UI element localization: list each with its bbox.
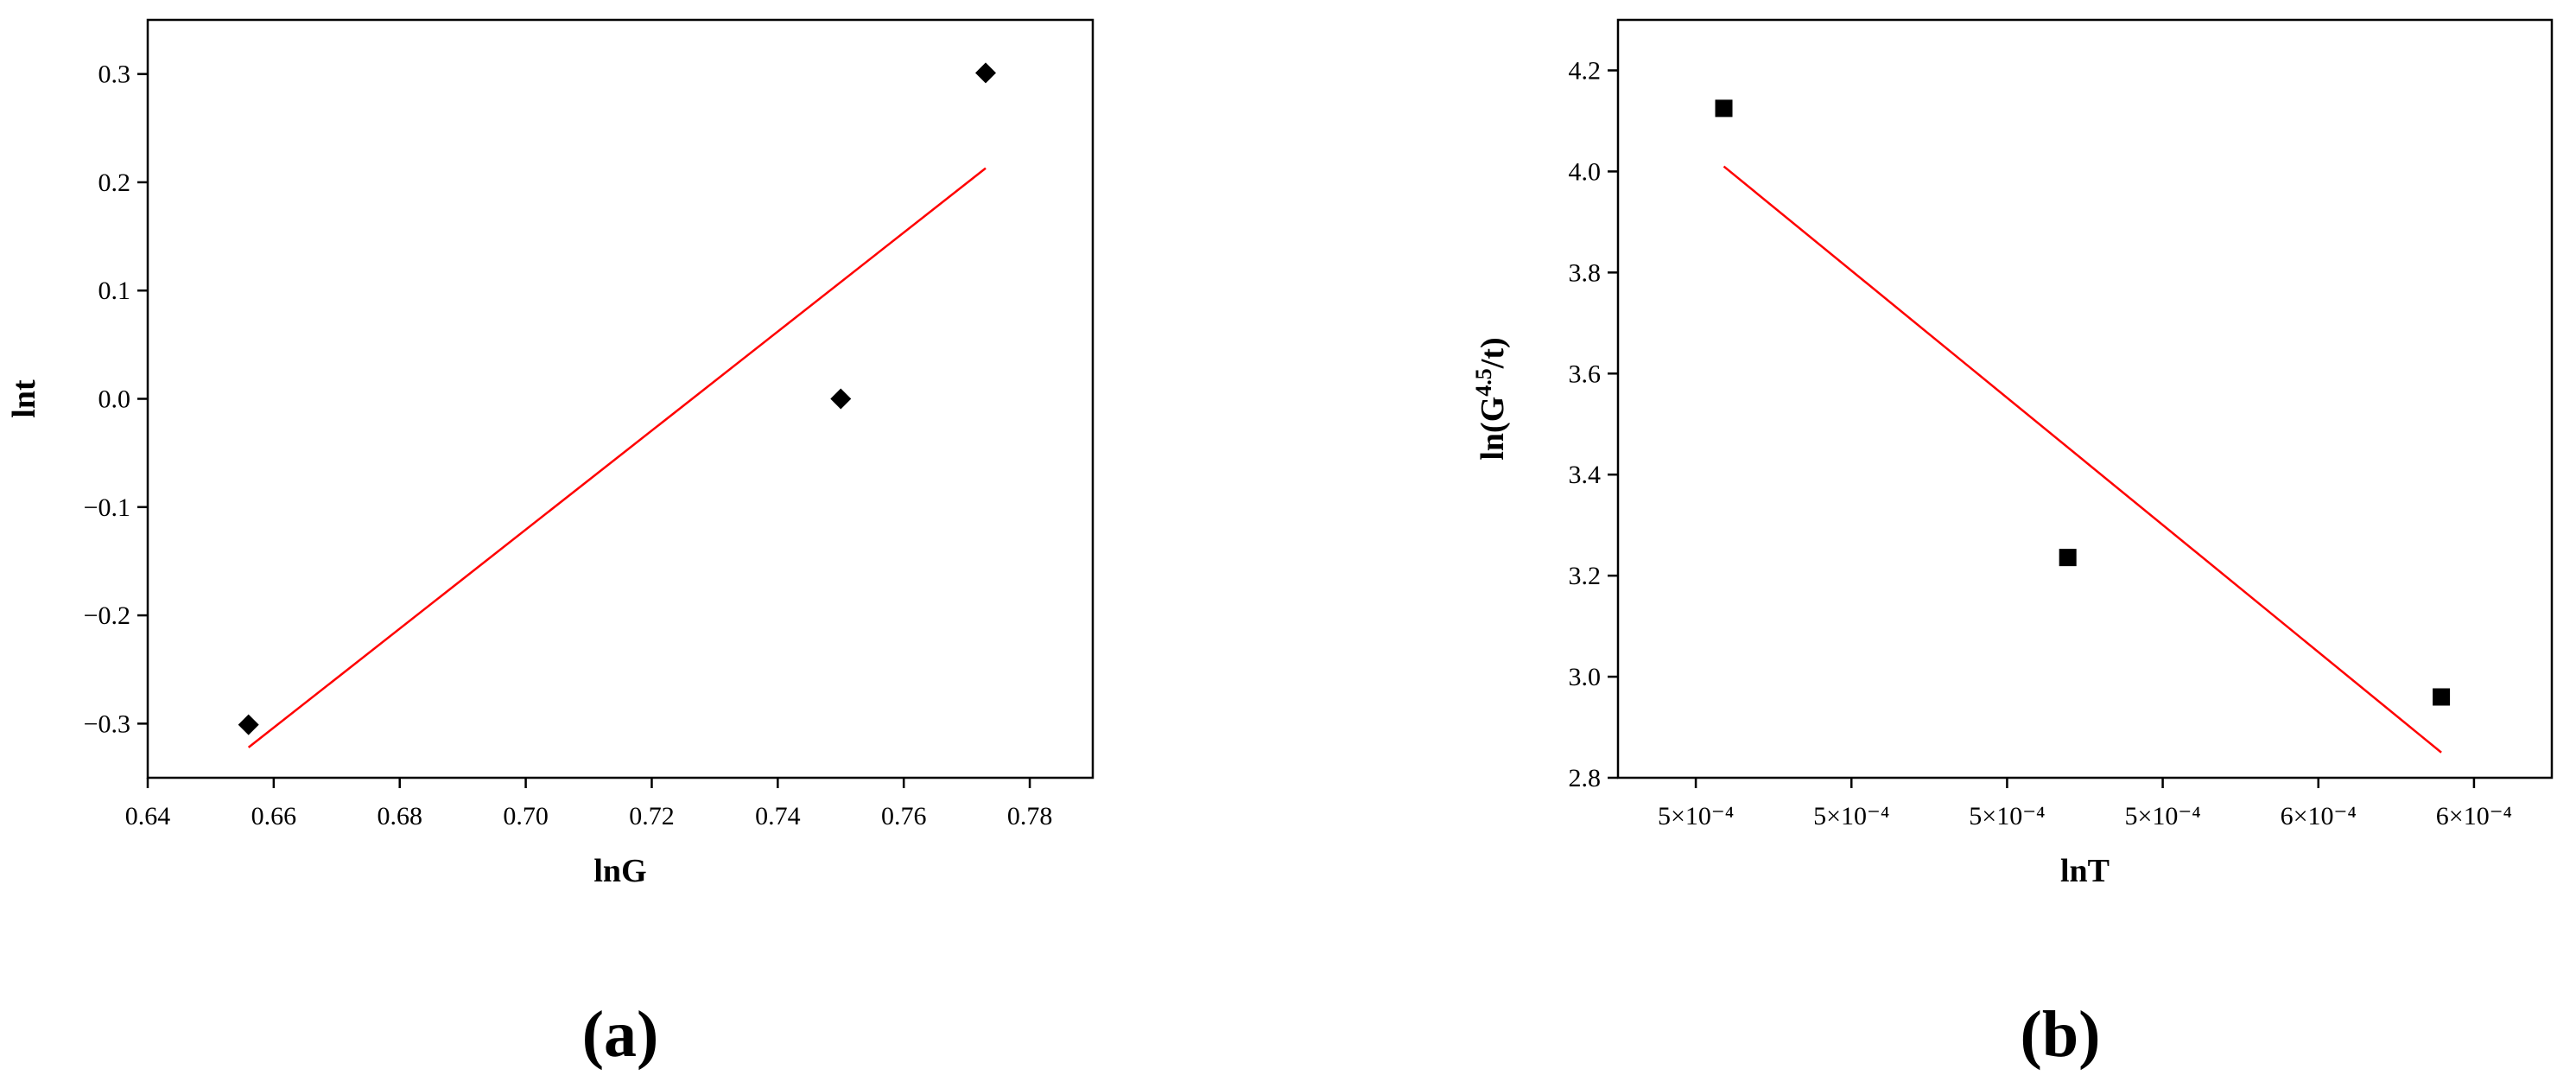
y-tick-label: −0.3	[84, 709, 130, 738]
data-point	[2433, 688, 2451, 706]
y-tick-label: 3.4	[1569, 461, 1602, 489]
y-tick-label: 3.2	[1569, 562, 1602, 590]
y-tick-label: 0.1	[98, 277, 131, 305]
data-point	[238, 714, 259, 735]
y-tick-label: 3.0	[1569, 663, 1602, 691]
x-tick-label: 0.74	[755, 802, 801, 830]
x-tick-label: 6×10⁻⁴	[2281, 802, 2357, 830]
x-tick-label: 0.66	[251, 802, 297, 830]
y-tick-label: −0.2	[84, 601, 130, 630]
subfigure-label: (b)	[2021, 998, 2101, 1071]
x-tick-label: 5×10⁻⁴	[1813, 802, 1889, 830]
y-tick-label: 2.8	[1569, 764, 1602, 792]
y-tick-label: 0.0	[98, 385, 131, 414]
x-tick-label: 0.76	[881, 802, 927, 830]
y-axis-label-part: 4.5	[1471, 368, 1496, 397]
x-tick-label: 5×10⁻⁴	[1969, 802, 2045, 830]
y-axis-label: ln(G4.5/t)	[1471, 337, 1512, 460]
x-axis-label: lnT	[2060, 853, 2110, 889]
x-tick-label: 0.78	[1007, 802, 1053, 830]
x-axis-label: lnG	[593, 853, 646, 889]
data-point	[975, 62, 997, 84]
y-tick-label: 4.2	[1569, 56, 1602, 85]
fit-line	[247, 167, 987, 748]
plot-frame	[1616, 18, 2554, 779]
x-tick-label: 5×10⁻⁴	[2124, 802, 2200, 830]
x-tick-label: 6×10⁻⁴	[2436, 802, 2512, 830]
y-tick-label: 3.6	[1569, 359, 1602, 388]
x-tick-label: 0.70	[503, 802, 549, 830]
y-axis-label-part: lnt	[6, 379, 42, 418]
fit-line	[1723, 165, 2442, 754]
y-axis-label-part: /t)	[1475, 337, 1511, 369]
subfigure-label: (a)	[582, 998, 659, 1071]
y-tick-label: −0.1	[84, 493, 130, 522]
data-point	[1715, 99, 1733, 118]
y-tick-label: 3.8	[1569, 258, 1602, 287]
data-point	[2059, 549, 2077, 567]
y-axis-label: lnt	[6, 379, 42, 418]
y-tick-label: 4.0	[1569, 157, 1602, 186]
plot-frame	[146, 18, 1094, 779]
x-tick-label: 5×10⁻⁴	[1658, 802, 1734, 830]
x-tick-label: 0.68	[377, 802, 422, 830]
y-tick-label: 0.2	[98, 169, 131, 197]
data-point	[830, 388, 852, 410]
y-axis-label-part: ln(G	[1475, 397, 1511, 461]
y-tick-label: 0.3	[98, 60, 131, 89]
x-tick-label: 0.72	[629, 802, 675, 830]
x-tick-label: 0.64	[125, 802, 171, 830]
